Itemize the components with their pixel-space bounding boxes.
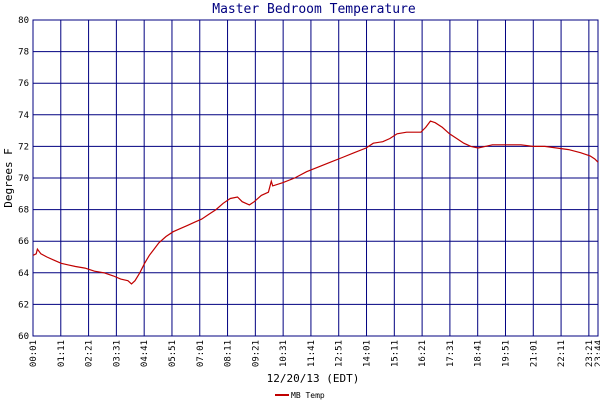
x-tick-label: 11:41 <box>307 340 317 367</box>
x-tick-label: 00:01 <box>29 340 39 367</box>
x-tick-label: 12:51 <box>335 340 345 367</box>
y-tick-label: 76 <box>18 79 29 89</box>
x-tick-label: 23:44 <box>594 340 600 367</box>
x-tick-label: 15:11 <box>390 340 400 367</box>
series-group <box>32 120 599 285</box>
x-tick-label: 01:11 <box>57 340 67 367</box>
grid-lines <box>32 19 599 337</box>
x-axis-label: 12/20/13 (EDT) <box>267 372 360 385</box>
y-tick-label: 78 <box>18 48 29 58</box>
x-tick-label: 10:31 <box>279 340 289 367</box>
series-line-mb-temp <box>32 120 599 285</box>
x-tick-label: 16:21 <box>418 340 428 367</box>
x-tick-label: 02:21 <box>85 340 95 367</box>
y-axis-label: Degrees F <box>2 148 15 208</box>
y-tick-label: 70 <box>18 174 29 184</box>
y-tick-label: 68 <box>18 206 29 216</box>
plot-area <box>32 19 599 337</box>
x-tick-label: 08:11 <box>224 340 234 367</box>
x-tick-label: 23:21 <box>585 340 595 367</box>
legend-label: MB Temp <box>291 391 325 400</box>
x-tick-label: 05:51 <box>168 340 178 367</box>
chart-title: Master Bedroom Temperature <box>212 2 416 17</box>
y-tick-label: 64 <box>18 269 29 279</box>
x-tick-label: 07:01 <box>196 340 206 367</box>
x-tick-label: 03:31 <box>112 340 122 367</box>
x-tick-label: 22:11 <box>557 340 567 367</box>
x-tick-label: 18:41 <box>474 340 484 367</box>
y-tick-label: 80 <box>18 16 29 26</box>
y-tick-label: 74 <box>18 111 29 121</box>
x-tick-label: 17:31 <box>446 340 456 367</box>
y-tick-label: 60 <box>18 332 29 342</box>
x-tick-label: 19:51 <box>501 340 511 367</box>
y-tick-label: 62 <box>18 300 29 310</box>
x-axis-ticks: 00:01 01:11 02:21 03:31 04:41 05:51 07:01 08:11… <box>29 340 600 367</box>
x-tick-label: 09:21 <box>251 340 261 367</box>
y-axis-ticks: 60 62 64 66 68 70 72 74 76 78 80 <box>18 16 29 342</box>
y-tick-label: 66 <box>18 237 29 247</box>
legend: MB Temp <box>275 391 325 400</box>
x-tick-label: 21:01 <box>529 340 539 367</box>
y-tick-label: 72 <box>18 142 29 152</box>
x-tick-label: 14:01 <box>363 340 373 367</box>
x-tick-label: 04:41 <box>140 340 150 367</box>
